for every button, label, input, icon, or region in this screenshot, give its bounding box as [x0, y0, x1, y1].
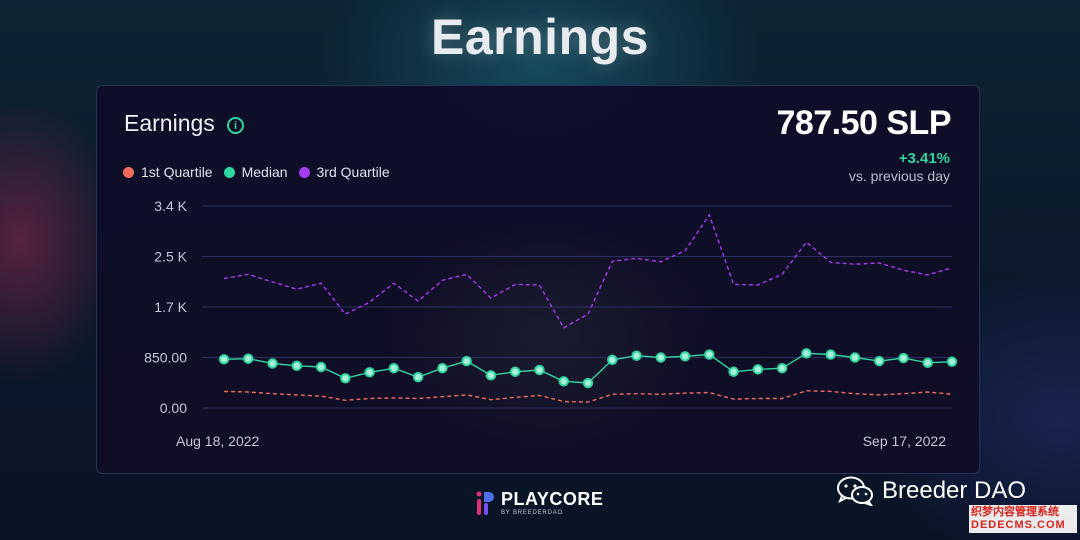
info-icon[interactable]: i — [227, 117, 244, 134]
median-point — [510, 366, 521, 377]
median-point — [607, 354, 618, 366]
median-point — [776, 362, 788, 374]
y-tick-label-3: 2.5 K — [154, 249, 187, 265]
legend-item-q1[interactable]: 1st Quartile — [123, 164, 213, 180]
y-tick-label-0: 0.00 — [160, 400, 187, 416]
y-tick-label-2: 1.7 K — [154, 299, 187, 315]
median-point — [825, 349, 836, 360]
change-caption: vs. previous day — [848, 168, 950, 184]
median-point — [315, 361, 327, 373]
median-point — [874, 355, 885, 367]
legend-item-median[interactable]: Median — [223, 164, 288, 180]
breeder-dao-brand: Breeder DAO — [836, 476, 1026, 506]
legend-dot-q1 — [123, 166, 134, 178]
median-point — [437, 362, 448, 374]
site-watermark: 织梦内容管理系统 DEDECMS.COM — [969, 505, 1077, 533]
y-tick-label-4: 3.4 K — [154, 198, 187, 214]
median-point — [534, 364, 545, 376]
median-point — [655, 352, 666, 363]
median-point — [849, 352, 861, 363]
earnings-chart: 0.00 850.00 1.7 K 2.5 K 3.4 K Aug 18, 2022 Sep… — [144, 198, 958, 449]
change-percent: +3.41% — [898, 150, 950, 167]
playcore-logo: PLAYCORE BY BREEDERDAO — [476, 490, 603, 516]
legend-item-q3[interactable]: 3rd Quartile — [298, 164, 390, 180]
logo-name: PLAYCORE — [501, 489, 604, 509]
median-point — [558, 376, 569, 387]
median-point — [412, 371, 424, 383]
median-point — [243, 353, 254, 364]
median-point — [582, 377, 594, 389]
median-point — [388, 362, 400, 374]
series-line-q1 — [223, 390, 953, 403]
median-point — [267, 358, 278, 369]
median-point — [340, 373, 351, 384]
median-point — [218, 354, 230, 365]
logo-subtitle: BY BREEDERDAO — [501, 510, 563, 516]
x-start-label: Aug 18, 2022 — [176, 433, 260, 449]
card-title: Earnings — [124, 110, 215, 136]
x-end-label: Sep 17, 2022 — [863, 433, 947, 449]
legend-dot-q3 — [298, 166, 310, 178]
legend-dot-median — [223, 166, 235, 178]
legend-label-median: Median — [241, 164, 288, 180]
median-point — [946, 356, 958, 367]
median-point — [364, 367, 375, 378]
legend-label-q1: 1st Quartile — [141, 164, 213, 180]
median-point — [752, 364, 764, 375]
watermark-line1: 织梦内容管理系统 — [971, 506, 1059, 518]
wechat-icon — [837, 476, 873, 506]
y-tick-label-1: 850.00 — [144, 350, 187, 366]
median-point — [922, 357, 933, 369]
brand-name: Breeder DAO — [882, 477, 1027, 504]
median-point — [728, 366, 739, 377]
median-point — [679, 351, 691, 362]
legend-label-q3: 3rd Quartile — [316, 164, 390, 180]
earnings-card: Earnings i 787.50 SLP +3.41% vs. previou… — [96, 85, 980, 474]
watermark-line2: DEDECMS.COM — [971, 519, 1066, 531]
earnings-value: 787.50 SLP — [776, 104, 951, 142]
median-point — [485, 370, 497, 381]
median-point — [461, 355, 472, 367]
chart-legend: 1st Quartile Median 3rd Quartile — [123, 164, 401, 180]
median-point — [704, 349, 715, 360]
median-point — [631, 350, 642, 361]
page-title: Earnings — [431, 9, 649, 65]
series-line-q3 — [223, 213, 953, 329]
median-point — [898, 352, 909, 364]
median-point — [291, 360, 303, 372]
median-point — [801, 348, 812, 359]
playcore-mark-icon — [476, 491, 494, 515]
